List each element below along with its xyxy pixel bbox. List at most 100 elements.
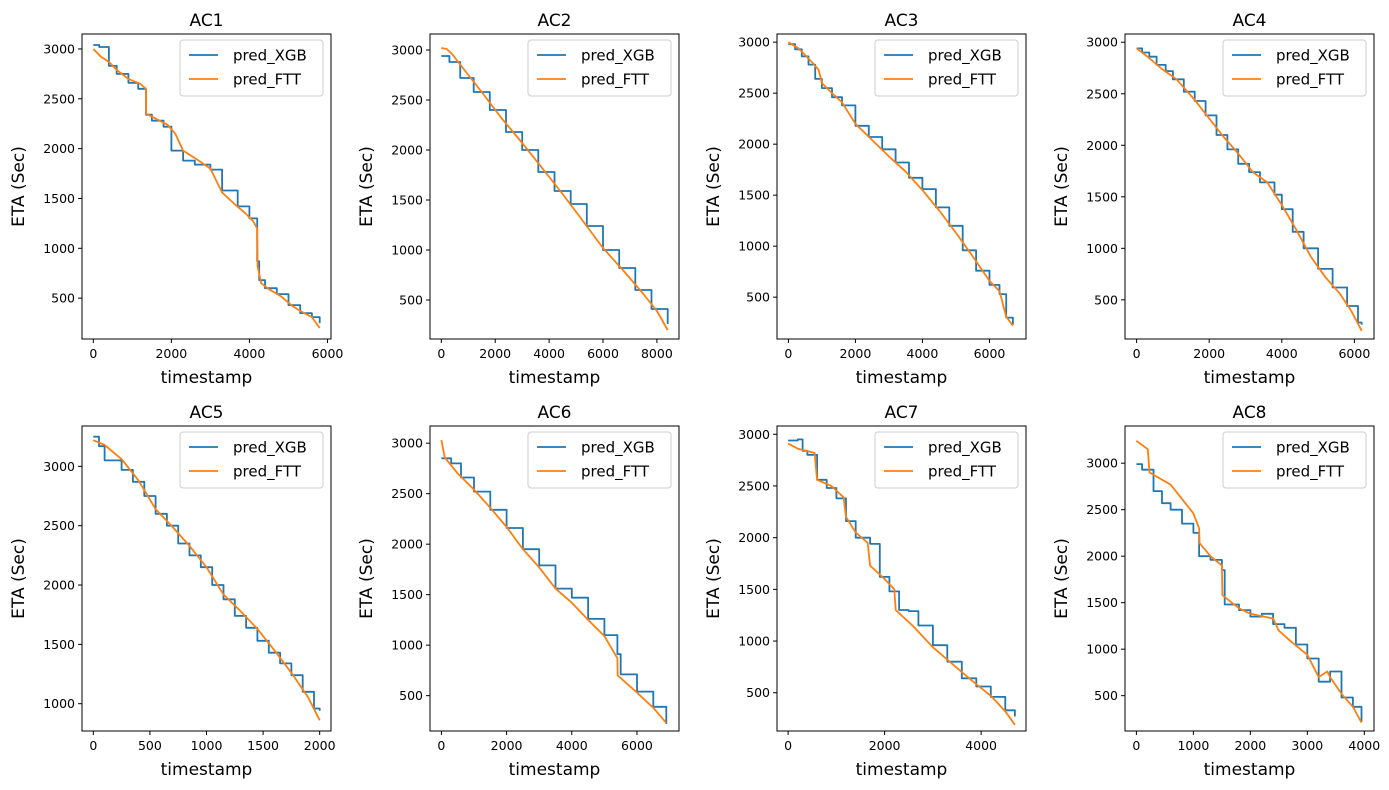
x-tick-label: 1000 bbox=[1177, 738, 1209, 753]
y-tick-label: 2500 bbox=[43, 518, 75, 533]
x-tick-label: 4000 bbox=[1266, 346, 1298, 361]
axes-frame bbox=[429, 33, 680, 340]
legend-box bbox=[1222, 431, 1367, 489]
y-axis-label: ETA (Sec) bbox=[9, 538, 29, 619]
y-tick-label: 1000 bbox=[738, 634, 770, 649]
y-tick-label: 1000 bbox=[1086, 241, 1118, 256]
y-tick-label: 1500 bbox=[738, 188, 770, 203]
y-tick-label: 500 bbox=[746, 685, 770, 700]
subplot-title: AC3 bbox=[884, 11, 918, 31]
series-line-pred-xgb bbox=[441, 55, 669, 324]
axes-frame bbox=[429, 425, 680, 732]
x-tick-label: 0 bbox=[89, 346, 97, 361]
x-tick-label: 4000 bbox=[1348, 738, 1380, 753]
x-axis-label: timestamp bbox=[1204, 368, 1296, 388]
x-tick-label: 0 bbox=[1133, 346, 1141, 361]
x-tick-label: 0 bbox=[437, 738, 445, 753]
legend-label: pred_FTT bbox=[581, 71, 650, 90]
x-axis-label: timestamp bbox=[509, 368, 601, 388]
subplot-ac5: 0 500 1000 1500 2000 1000 1500 2000 2500 3000 AC5 t… bbox=[9, 403, 336, 780]
legend-box bbox=[179, 431, 324, 489]
x-axis-label: timestamp bbox=[1204, 760, 1296, 780]
y-tick-label: 1000 bbox=[43, 241, 75, 256]
x-tick-label: 8000 bbox=[641, 346, 673, 361]
legend: pred_XGB pred_FTT bbox=[179, 39, 324, 97]
y-axis-label: ETA (Sec) bbox=[9, 146, 29, 227]
y-tick-label: 1000 bbox=[1086, 642, 1118, 657]
y-tick-label: 1500 bbox=[43, 637, 75, 652]
series-line-pred-xgb bbox=[1136, 463, 1363, 722]
series-line-pred-ftt bbox=[440, 439, 667, 724]
legend-box bbox=[874, 39, 1019, 97]
y-tick-label: 3000 bbox=[391, 43, 423, 58]
y-axis-label: ETA (Sec) bbox=[1052, 538, 1072, 619]
y-tick-label: 500 bbox=[746, 290, 770, 305]
y-tick-label: 2500 bbox=[391, 486, 423, 501]
x-tick-label: 6000 bbox=[587, 346, 619, 361]
legend-label: pred_FTT bbox=[233, 71, 302, 90]
axes-frame bbox=[81, 33, 332, 340]
y-axis-label: ETA (Sec) bbox=[704, 146, 724, 227]
x-axis-label: timestamp bbox=[161, 760, 253, 780]
legend: pred_XGB pred_FTT bbox=[874, 431, 1019, 489]
y-tick-label: 500 bbox=[1094, 688, 1118, 703]
y-tick-label: 3000 bbox=[1086, 456, 1118, 471]
axes-frame bbox=[776, 425, 1027, 732]
y-tick-label: 2500 bbox=[391, 93, 423, 108]
legend-label: pred_XGB bbox=[1276, 47, 1350, 66]
x-tick-label: 4000 bbox=[533, 346, 565, 361]
x-tick-label: 2000 bbox=[155, 346, 187, 361]
x-tick-label: 1500 bbox=[247, 738, 279, 753]
x-tick-label: 6000 bbox=[974, 346, 1006, 361]
y-tick-label: 3000 bbox=[1086, 35, 1118, 50]
subplot-ac3: 0 2000 4000 6000 500 1000 1500 2000 2500 3000 AC3 t… bbox=[704, 11, 1027, 388]
x-tick-label: 4000 bbox=[965, 738, 997, 753]
legend-box bbox=[527, 39, 672, 97]
y-axis-label: ETA (Sec) bbox=[1052, 146, 1072, 227]
y-tick-label: 2000 bbox=[1086, 138, 1118, 153]
x-tick-label: 6000 bbox=[621, 738, 653, 753]
x-tick-label: 0 bbox=[1132, 738, 1140, 753]
y-tick-label: 1500 bbox=[1086, 595, 1118, 610]
legend-box bbox=[1222, 39, 1367, 97]
x-tick-label: 4000 bbox=[234, 346, 266, 361]
legend-label: pred_XGB bbox=[1276, 439, 1350, 458]
y-tick-label: 2000 bbox=[1086, 549, 1118, 564]
series-line-pred-xgb bbox=[788, 438, 1016, 717]
x-tick-label: 2000 bbox=[1193, 346, 1225, 361]
legend: pred_XGB pred_FTT bbox=[1222, 431, 1367, 489]
series-line-pred-xgb bbox=[441, 457, 668, 724]
x-axis-label: timestamp bbox=[856, 760, 948, 780]
x-tick-label: 0 bbox=[784, 738, 792, 753]
x-tick-label: 4000 bbox=[556, 738, 588, 753]
subplot-title: AC4 bbox=[1232, 11, 1266, 31]
y-axis-label: ETA (Sec) bbox=[357, 146, 377, 227]
x-axis-label: timestamp bbox=[509, 760, 601, 780]
axes-frame bbox=[1124, 33, 1375, 340]
y-tick-label: 2000 bbox=[391, 143, 423, 158]
legend-label: pred_FTT bbox=[928, 463, 997, 482]
legend-label: pred_FTT bbox=[928, 71, 997, 90]
subplot-ac4: 0 2000 4000 6000 500 1000 1500 2000 2500 3000 AC4 t… bbox=[1052, 11, 1375, 388]
axes-frame bbox=[1124, 425, 1375, 732]
subplot-ac8: 0 1000 2000 3000 4000 500 1000 1500 2000 2500 3000… bbox=[1052, 403, 1380, 780]
x-tick-label: 0 bbox=[784, 346, 792, 361]
legend-label: pred_FTT bbox=[1276, 463, 1345, 482]
series-line-pred-ftt bbox=[441, 47, 669, 331]
x-axis-label: timestamp bbox=[161, 368, 253, 388]
y-tick-label: 2500 bbox=[43, 91, 75, 106]
subplot-title: AC1 bbox=[189, 11, 223, 31]
y-tick-label: 500 bbox=[51, 291, 75, 306]
x-tick-label: 6000 bbox=[312, 346, 344, 361]
subplot-title: AC8 bbox=[1232, 403, 1266, 423]
y-tick-label: 500 bbox=[1094, 292, 1118, 307]
y-tick-label: 3000 bbox=[43, 41, 75, 56]
y-tick-label: 2500 bbox=[1086, 502, 1118, 517]
y-tick-label: 2500 bbox=[738, 86, 770, 101]
legend: pred_XGB pred_FTT bbox=[179, 431, 324, 489]
y-tick-label: 500 bbox=[399, 688, 423, 703]
legend-label: pred_XGB bbox=[233, 439, 307, 458]
y-tick-label: 3000 bbox=[738, 35, 770, 50]
y-tick-label: 1000 bbox=[391, 638, 423, 653]
